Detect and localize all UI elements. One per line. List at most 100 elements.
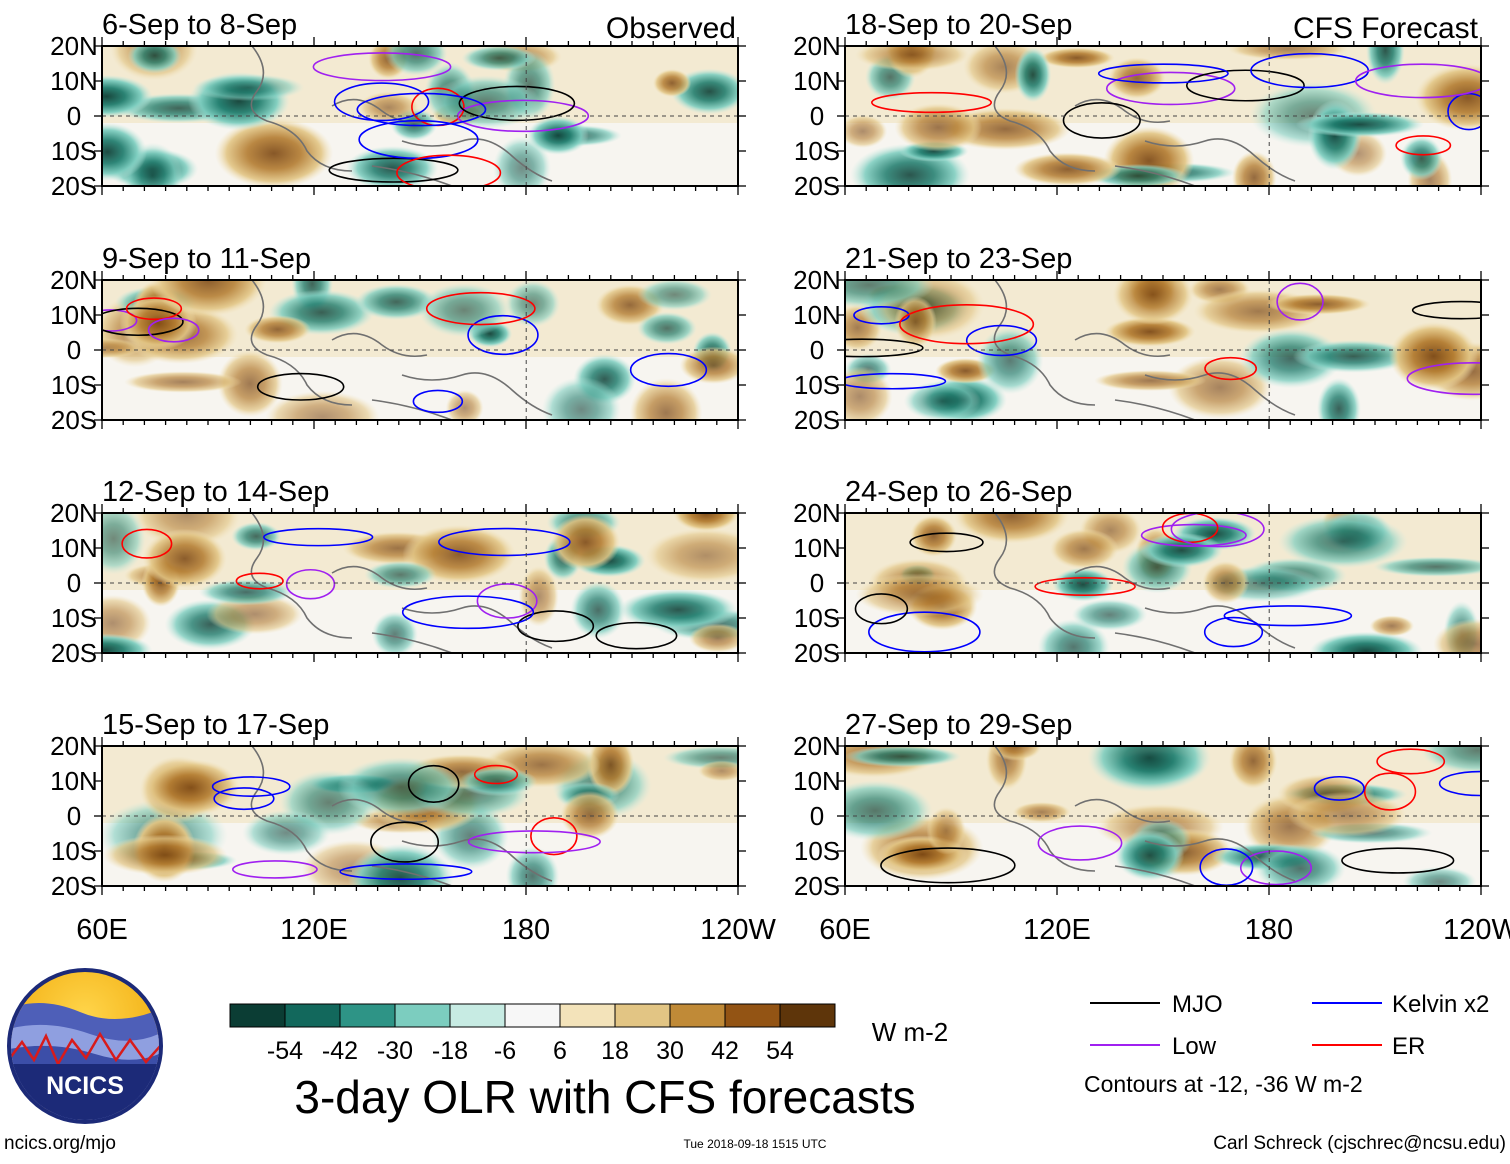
colorbar-swatch: [724, 1003, 781, 1028]
wave-contour: [853, 305, 910, 325]
wet-anomaly: [102, 74, 153, 118]
panel-period-title: 9-Sep to 11-Sep: [102, 243, 311, 275]
wet-anomaly: [570, 581, 626, 639]
wave-contour: [909, 532, 984, 553]
dry-anomaly: [910, 514, 958, 557]
lat-tick-label: 10S: [794, 370, 840, 400]
lat-tick-label: 0: [67, 335, 81, 365]
wave-contour: [517, 610, 595, 643]
wave-contour: [1411, 300, 1481, 320]
wave-contour: [595, 621, 678, 650]
wave-contour: [1037, 825, 1123, 861]
olr-anomaly-field: [845, 746, 1481, 886]
wave-contour: [1239, 850, 1313, 886]
lat-tick-label: 20S: [794, 871, 840, 901]
lat-tick-label: 10N: [50, 533, 98, 563]
wave-contour: [125, 297, 183, 321]
wave-contour: [213, 787, 275, 811]
olr-anomaly-field: [845, 280, 1481, 420]
wave-contour: [1313, 775, 1365, 801]
wave-contour: [396, 154, 502, 186]
lat-tick-label: 10S: [794, 136, 840, 166]
lat-tick-label: 0: [67, 801, 81, 831]
wet-anomaly: [417, 282, 511, 338]
colorbar-unit: W m-2: [872, 1017, 949, 1047]
website-link[interactable]: ncics.org/mjo: [4, 1133, 116, 1154]
wave-contour: [312, 52, 452, 82]
lat-tick-label: 10S: [51, 836, 97, 866]
dry-anomaly: [1013, 152, 1122, 186]
dry-anomaly: [1433, 618, 1481, 653]
lat-tick-label: 20S: [794, 405, 840, 435]
colorbar-tick-label: 6: [553, 1037, 567, 1065]
dry-anomaly: [652, 69, 692, 98]
lat-tick-label: 10N: [50, 766, 98, 796]
dry-anomaly: [990, 746, 1043, 761]
timestamp: Tue 2018-09-18 1515 UTC: [684, 1137, 827, 1151]
dry-anomaly: [1104, 316, 1196, 347]
lat-tick-label: 20N: [793, 498, 841, 528]
lat-tick-label: 10S: [51, 136, 97, 166]
wet-anomaly: [1402, 866, 1477, 886]
colorbar-tick-label: -42: [322, 1037, 358, 1065]
dry-anomaly: [1108, 57, 1166, 100]
wave-contour: [1363, 772, 1417, 811]
lon-tick-label: 180: [502, 914, 550, 946]
wet-anomaly: [637, 280, 712, 311]
wet-anomaly: [541, 376, 622, 420]
column-header-observed: Observed: [606, 12, 736, 45]
wave-contour: [356, 92, 487, 127]
olr-anomaly-field: [102, 46, 738, 186]
wet-anomaly: [355, 283, 438, 320]
wave-contour: [285, 568, 336, 600]
colorbar-swatch: [559, 1003, 616, 1028]
lat-tick-label: 0: [810, 568, 824, 598]
panel-period-title: 27-Sep to 29-Sep: [845, 709, 1072, 741]
lat-tick-label: 10N: [50, 300, 98, 330]
panel-period-title: 12-Sep to 14-Sep: [102, 476, 329, 508]
dry-anomaly: [445, 389, 484, 420]
wave-contour: [1376, 748, 1446, 775]
dry-anomaly: [149, 280, 267, 317]
lon-tick-label: 120E: [280, 914, 348, 946]
author-credit: Carl Schreck (cjschrec@ncsu.edu): [1213, 1133, 1506, 1154]
legend-mjo-label: MJO: [1172, 991, 1223, 1018]
wave-contour: [211, 776, 291, 797]
wave-contour: [1185, 69, 1305, 102]
wave-contour: [845, 372, 947, 390]
olr-anomaly-field: [102, 746, 738, 886]
wave-contour: [629, 352, 708, 388]
colorbar-tick-label: 42: [711, 1037, 739, 1065]
legend-er-label: ER: [1392, 1033, 1425, 1060]
dry-anomaly: [560, 790, 620, 840]
legend-kelvin-label: Kelvin x2: [1392, 991, 1489, 1018]
dry-anomaly: [265, 390, 380, 420]
wave-contour: [339, 863, 473, 881]
lat-tick-label: 20N: [50, 265, 98, 295]
colorbar-swatch: [614, 1003, 671, 1028]
lat-tick-label: 10N: [793, 766, 841, 796]
wave-contour: [854, 593, 909, 625]
lat-tick-label: 0: [810, 801, 824, 831]
wet-anomaly: [1373, 556, 1481, 577]
colorbar-swatch: [229, 1003, 286, 1028]
olr-anomaly-field: [845, 46, 1481, 186]
wet-anomaly: [102, 633, 153, 653]
contour-note: Contours at -12, -36 W m-2: [1084, 1071, 1363, 1097]
wave-contour: [407, 764, 460, 803]
wet-anomaly: [1292, 339, 1415, 373]
wave-contour: [871, 91, 993, 114]
lat-tick-label: 20N: [50, 731, 98, 761]
dry-anomaly: [953, 513, 1070, 544]
dry-anomaly: [855, 573, 984, 617]
legend-low-label: Low: [1172, 1033, 1217, 1060]
wave-contour: [370, 821, 440, 863]
lon-tick-label: 180: [1245, 914, 1293, 946]
